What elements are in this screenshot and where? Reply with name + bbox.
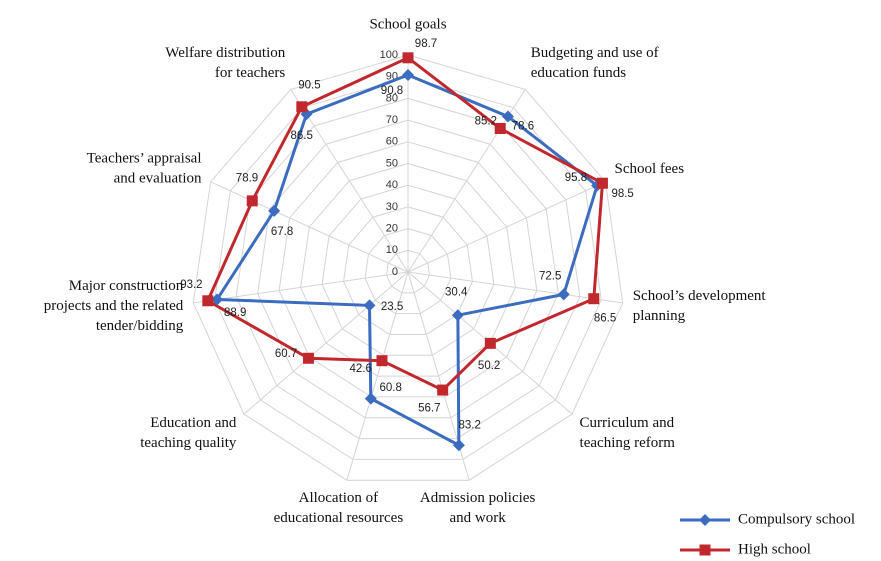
r-tick-label: 40 xyxy=(386,179,398,191)
grid-ring xyxy=(300,162,516,377)
marker xyxy=(588,293,600,305)
marker xyxy=(484,337,496,349)
r-tick-label: 100 xyxy=(380,49,398,61)
r-tick-label: 30 xyxy=(386,201,398,213)
value-label: 83.2 xyxy=(459,419,481,431)
value-label: 60.8 xyxy=(379,382,401,394)
marker xyxy=(376,355,388,367)
spoke xyxy=(407,271,623,304)
marker xyxy=(501,110,514,123)
value-label: 72.5 xyxy=(539,270,561,282)
axis-label: School goals xyxy=(369,16,446,32)
legend-marker xyxy=(699,514,711,526)
grid-ring xyxy=(321,184,495,356)
value-label: 78.9 xyxy=(236,173,258,185)
marker xyxy=(452,439,465,452)
value-label: 23.5 xyxy=(381,301,403,313)
value-label: 98.5 xyxy=(611,188,633,200)
grid-ring xyxy=(386,249,430,294)
marker xyxy=(557,288,570,301)
grid-ring xyxy=(343,206,473,335)
spoke xyxy=(193,271,409,304)
r-tick-label: 80 xyxy=(386,92,398,104)
marker xyxy=(402,52,414,64)
value-label: 90.8 xyxy=(381,85,403,97)
marker xyxy=(364,392,377,405)
value-label: 78.6 xyxy=(512,120,534,132)
value-label: 42.6 xyxy=(350,363,372,375)
value-label: 93.2 xyxy=(180,279,202,291)
grid-ring xyxy=(214,76,602,460)
series-line xyxy=(205,56,604,392)
marker xyxy=(494,123,506,135)
axis-label: Teachers’ appraisal and evaluation xyxy=(87,151,202,187)
marker xyxy=(363,299,376,312)
legend-label: Compulsory school xyxy=(738,511,855,527)
r-tick-label: 10 xyxy=(386,244,398,256)
value-label: 98.7 xyxy=(415,38,437,50)
value-label: 86.5 xyxy=(291,130,313,142)
spoke xyxy=(407,181,606,273)
value-label: 95.8 xyxy=(565,172,587,184)
marker xyxy=(402,68,414,81)
axis-label: Budgeting and use of education funds xyxy=(531,46,659,82)
axis-label: School’s development planning xyxy=(633,289,767,325)
series-line xyxy=(214,73,599,448)
spoke xyxy=(290,89,409,273)
spoke xyxy=(243,271,409,415)
axis-label: Curriculum and teaching reform xyxy=(580,415,676,451)
value-label: 50.2 xyxy=(478,360,500,372)
marker xyxy=(596,177,608,189)
marker xyxy=(296,101,308,113)
r-tick-label: 50 xyxy=(386,157,398,169)
value-label: 60.7 xyxy=(275,348,297,360)
value-label: 67.8 xyxy=(271,226,293,238)
grid-ring xyxy=(278,141,538,398)
r-tick-label: 70 xyxy=(386,114,398,126)
value-label: 90.5 xyxy=(298,79,320,91)
legend-label: High school xyxy=(738,541,811,557)
grid-ring xyxy=(364,228,452,315)
value-label: 86.5 xyxy=(594,313,616,325)
r-tick-label: 20 xyxy=(386,223,398,235)
marker xyxy=(246,195,258,207)
r-tick-label: 0 xyxy=(392,266,398,278)
value-label: 88.9 xyxy=(224,307,246,319)
r-tick-label: 60 xyxy=(386,136,398,148)
marker xyxy=(451,309,464,322)
spoke xyxy=(210,181,409,273)
value-label: 56.7 xyxy=(418,403,440,415)
axis-label: Major construction projects and the relat… xyxy=(44,279,184,335)
marker xyxy=(202,295,214,307)
marker xyxy=(211,293,224,306)
axis-label: School fees xyxy=(614,161,684,177)
axis-label: Admission policies and work xyxy=(420,490,536,526)
grid-ring xyxy=(192,54,624,481)
value-label: 30.4 xyxy=(445,287,468,299)
marker xyxy=(437,384,449,396)
axis-label: Allocation of educational resources xyxy=(274,490,404,526)
axis-label: Welfare distribution for teachers xyxy=(165,46,286,82)
axis-label: Education and teaching quality xyxy=(140,415,237,451)
marker xyxy=(302,352,314,364)
legend-marker xyxy=(699,544,711,556)
marker xyxy=(268,204,281,217)
value-label: 85.2 xyxy=(475,115,497,127)
spoke xyxy=(346,271,409,481)
